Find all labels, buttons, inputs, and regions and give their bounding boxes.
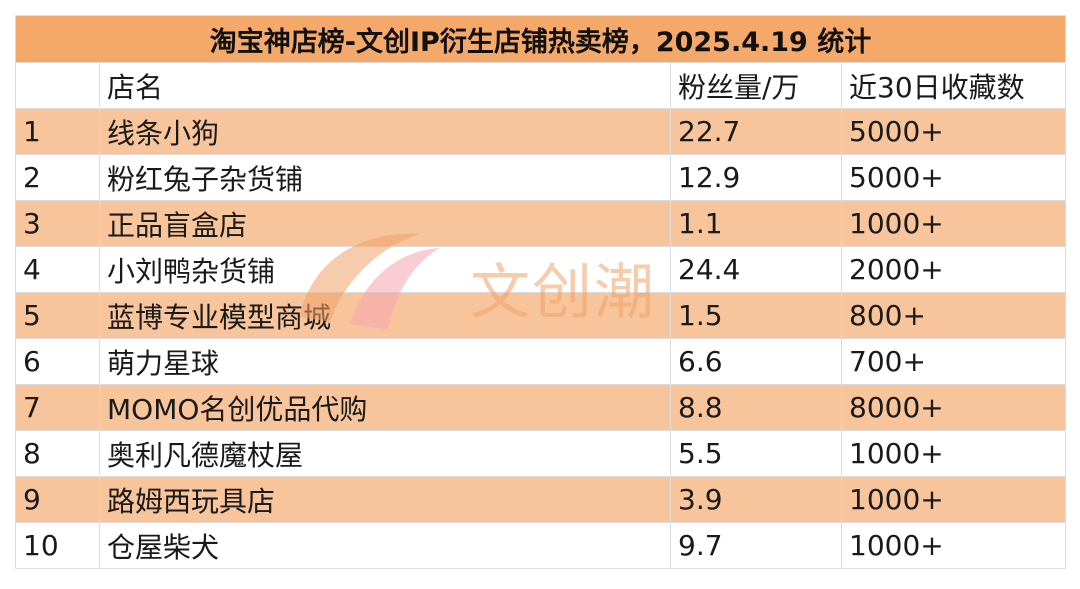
fans-cell: 12.9 [670, 154, 842, 201]
rank-cell: 1 [15, 108, 100, 155]
table-row: 10 仓屋柴犬 9.7 1000+ [15, 522, 1067, 569]
fans-cell: 24.4 [670, 246, 842, 293]
ranking-table: 淘宝神店榜-文创IP衍生店铺热卖榜，2025.4.19 统计 店名 粉丝量/万 … [14, 15, 1067, 569]
table-row: 3 正品盲盒店 1.1 1000+ [15, 200, 1067, 247]
fans-cell: 9.7 [670, 522, 842, 569]
fans-cell: 8.8 [670, 384, 842, 431]
rank-cell: 9 [15, 476, 100, 523]
favorites-cell: 2000+ [840, 246, 1067, 293]
table-row: 4 小刘鸭杂货铺 24.4 2000+ [15, 246, 1067, 293]
shop-name-cell: 小刘鸭杂货铺 [99, 246, 671, 293]
table-row: 1 线条小狗 22.7 5000+ [15, 108, 1067, 155]
table-row: 2 粉红兔子杂货铺 12.9 5000+ [15, 154, 1067, 201]
table-row: 5 蓝博专业模型商城 1.5 800+ [15, 292, 1067, 339]
favorites-cell: 1000+ [840, 200, 1067, 247]
shop-name-cell: 正品盲盒店 [99, 200, 671, 247]
shop-name-cell: 路姆西玩具店 [99, 476, 671, 523]
rank-cell: 4 [15, 246, 100, 293]
header-favorites: 近30日收藏数 [840, 62, 1067, 109]
favorites-cell: 5000+ [840, 154, 1067, 201]
fans-cell: 6.6 [670, 338, 842, 385]
rank-cell: 8 [15, 430, 100, 477]
favorites-cell: 800+ [840, 292, 1067, 339]
rank-cell: 7 [15, 384, 100, 431]
favorites-cell: 1000+ [840, 522, 1067, 569]
ranking-table-container: 淘宝神店榜-文创IP衍生店铺热卖榜，2025.4.19 统计 店名 粉丝量/万 … [14, 15, 1067, 569]
fans-cell: 3.9 [670, 476, 842, 523]
fans-cell: 1.1 [670, 200, 842, 247]
favorites-cell: 1000+ [840, 430, 1067, 477]
table-row: 7 MOMO名创优品代购 8.8 8000+ [15, 384, 1067, 431]
rank-cell: 10 [15, 522, 100, 569]
table-title: 淘宝神店榜-文创IP衍生店铺热卖榜，2025.4.19 统计 [14, 15, 1067, 63]
favorites-cell: 8000+ [840, 384, 1067, 431]
rank-cell: 5 [15, 292, 100, 339]
favorites-cell: 5000+ [840, 108, 1067, 155]
table-row: 6 萌力星球 6.6 700+ [15, 338, 1067, 385]
table-row: 8 奥利凡德魔杖屋 5.5 1000+ [15, 430, 1067, 477]
shop-name-cell: 仓屋柴犬 [99, 522, 671, 569]
table-header-row: 店名 粉丝量/万 近30日收藏数 [15, 62, 1067, 109]
shop-name-cell: 蓝博专业模型商城 [99, 292, 671, 339]
shop-name-cell: 奥利凡德魔杖屋 [99, 430, 671, 477]
fans-cell: 5.5 [670, 430, 842, 477]
fans-cell: 22.7 [670, 108, 842, 155]
shop-name-cell: 粉红兔子杂货铺 [99, 154, 671, 201]
favorites-cell: 700+ [840, 338, 1067, 385]
rank-cell: 6 [15, 338, 100, 385]
favorites-cell: 1000+ [840, 476, 1067, 523]
header-shop-name: 店名 [99, 62, 671, 109]
header-fans: 粉丝量/万 [670, 62, 842, 109]
shop-name-cell: 线条小狗 [99, 108, 671, 155]
rank-cell: 3 [15, 200, 100, 247]
shop-name-cell: MOMO名创优品代购 [99, 384, 671, 431]
table-title-row: 淘宝神店榜-文创IP衍生店铺热卖榜，2025.4.19 统计 [14, 15, 1067, 63]
shop-name-cell: 萌力星球 [99, 338, 671, 385]
fans-cell: 1.5 [670, 292, 842, 339]
table-row: 9 路姆西玩具店 3.9 1000+ [15, 476, 1067, 523]
header-rank [15, 62, 100, 109]
rank-cell: 2 [15, 154, 100, 201]
